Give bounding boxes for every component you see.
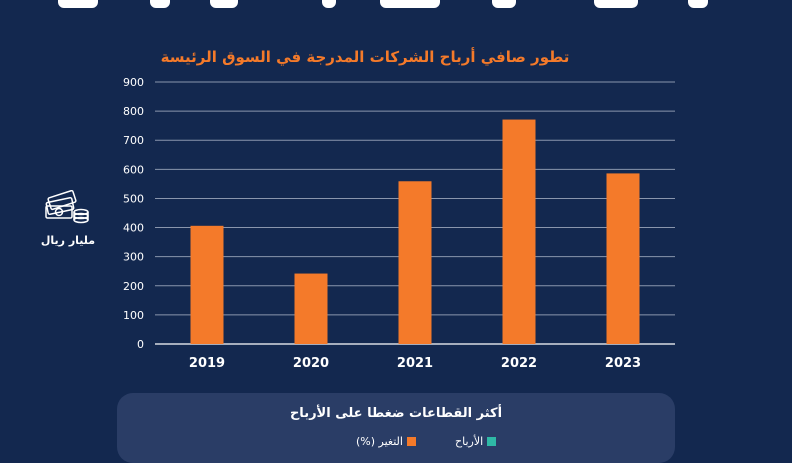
y-tick-label: 900 bbox=[123, 76, 144, 89]
x-tick-label: 2020 bbox=[293, 356, 329, 371]
legend-swatch-change bbox=[406, 437, 416, 446]
legend-label-change: التغير (%) bbox=[356, 435, 403, 448]
x-tick-label: 2023 bbox=[605, 356, 641, 371]
bar-2020 bbox=[294, 273, 328, 344]
legend-item-change: التغير (%) bbox=[356, 435, 416, 448]
panel-title: أكثر القطاعات ضغطا على الأرباح bbox=[289, 406, 503, 421]
legend-item-profits: الأرباح bbox=[455, 435, 497, 448]
bar-chart: 0 100 200 300 400 500 600 700 800 900 2019 2020 2021… bbox=[123, 76, 675, 371]
bar-2019 bbox=[190, 225, 224, 344]
y-tick-label: 200 bbox=[123, 280, 144, 293]
money-stack-icon bbox=[45, 189, 89, 224]
y-tick-label: 800 bbox=[123, 105, 144, 118]
bar-2022 bbox=[502, 119, 536, 344]
y-tick-label: 100 bbox=[123, 309, 144, 322]
sectors-panel: أكثر القطاعات ضغطا على الأرباح التغير (%… bbox=[117, 393, 675, 463]
x-tick-label: 2022 bbox=[501, 356, 537, 371]
bar-2023 bbox=[606, 173, 640, 344]
x-tick-label: 2021 bbox=[397, 356, 433, 371]
unit-indicator: مليار ريال bbox=[36, 189, 100, 247]
y-tick-label: 400 bbox=[123, 222, 144, 235]
y-tick-label: 300 bbox=[123, 251, 144, 264]
y-tick-label: 700 bbox=[123, 134, 144, 147]
bar-2021 bbox=[398, 181, 432, 344]
y-tick-label: 500 bbox=[123, 192, 144, 205]
y-tick-label: 600 bbox=[123, 163, 144, 176]
cropped-header bbox=[0, 0, 792, 10]
unit-label: مليار ريال bbox=[40, 234, 96, 247]
legend-swatch-profits bbox=[487, 437, 497, 446]
x-tick-label: 2019 bbox=[189, 356, 225, 371]
chart-title: تطور صافي أرباح الشركات المدرجة في السوق… bbox=[160, 48, 570, 66]
legend-label-profits: الأرباح bbox=[455, 435, 484, 448]
y-tick-label: 0 bbox=[137, 338, 144, 351]
